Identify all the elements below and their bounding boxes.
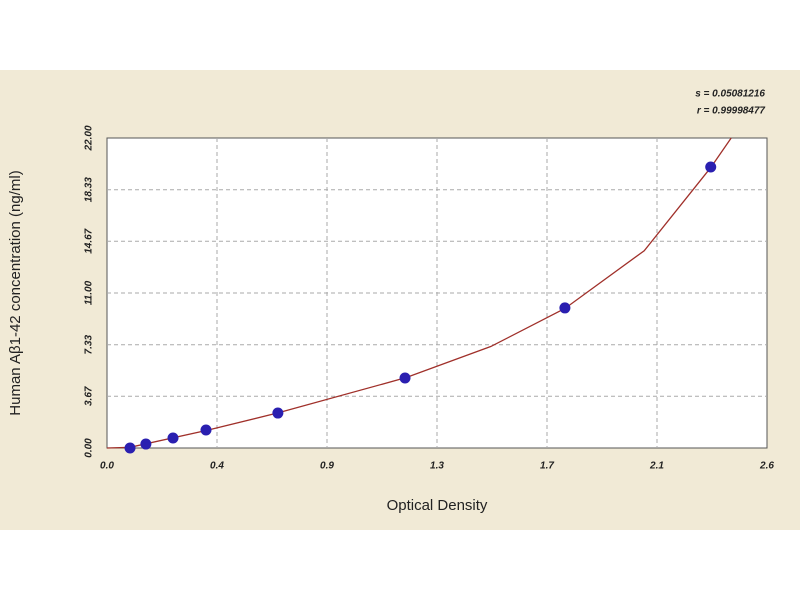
x-tick-label: 2.6 xyxy=(759,461,774,472)
x-tick-label: 0.9 xyxy=(320,461,334,472)
y-tick-label: 18.33 xyxy=(84,177,95,202)
x-tick-label: 1.3 xyxy=(430,461,444,472)
y-tick-label: 14.67 xyxy=(84,228,95,253)
point xyxy=(559,302,571,314)
y-axis-label: Human Aβ1-42 concentration (ng/ml) xyxy=(7,170,24,415)
point xyxy=(272,407,284,419)
point xyxy=(140,438,152,450)
x-tick-label: 0.4 xyxy=(210,461,224,472)
annotation: r = 0.99998477 xyxy=(697,106,766,117)
x-tick-label: 1.7 xyxy=(540,461,554,472)
y-tick-label: 0.00 xyxy=(84,438,95,458)
point xyxy=(167,432,179,444)
x-axis-label: Optical Density xyxy=(387,497,488,514)
x-tick-label: 2.1 xyxy=(649,461,664,472)
y-tick-label: 7.33 xyxy=(84,335,95,355)
point xyxy=(200,424,212,436)
point xyxy=(399,372,411,384)
y-tick-label: 3.67 xyxy=(84,386,95,406)
x-tick-label: 0.0 xyxy=(100,461,114,472)
y-tick-label: 22.00 xyxy=(84,125,95,151)
y-tick-label: 11.00 xyxy=(84,280,95,305)
point xyxy=(705,161,717,173)
point xyxy=(124,442,136,454)
annotation: s = 0.05081216 xyxy=(695,89,765,100)
